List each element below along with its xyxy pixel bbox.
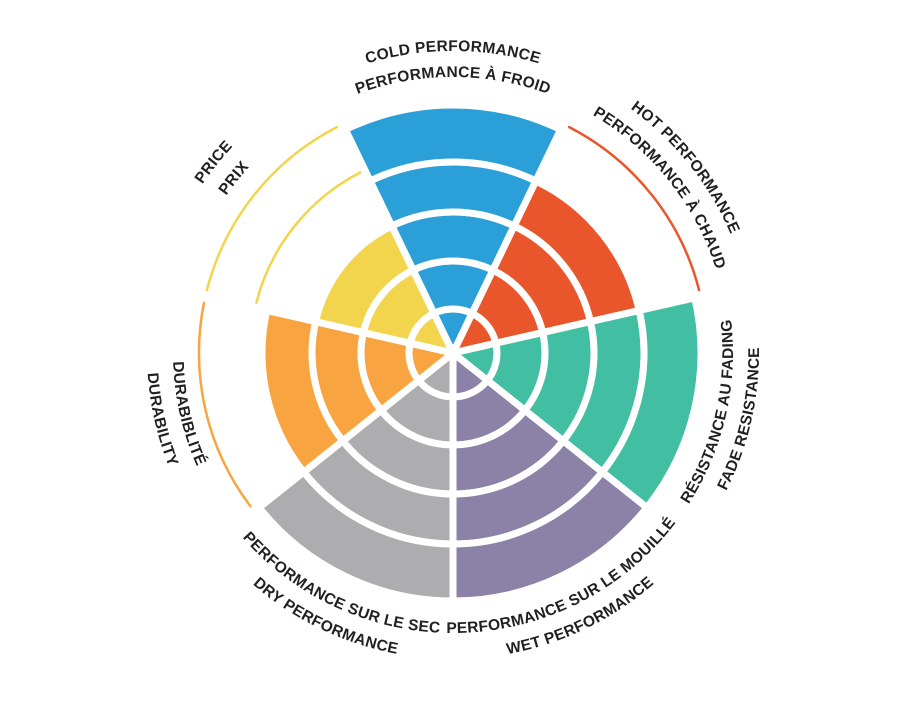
max-ring-arc-hot-performance — [567, 125, 701, 292]
max-ring-arc-price — [255, 171, 362, 304]
max-ring-arc-price — [205, 125, 339, 292]
ring-band-5 — [340, 101, 566, 186]
ring-band-5 — [254, 467, 457, 605]
max-ring-arc-durability — [197, 301, 252, 508]
ring-band-3 — [311, 221, 418, 337]
ring-band-4 — [258, 306, 348, 478]
